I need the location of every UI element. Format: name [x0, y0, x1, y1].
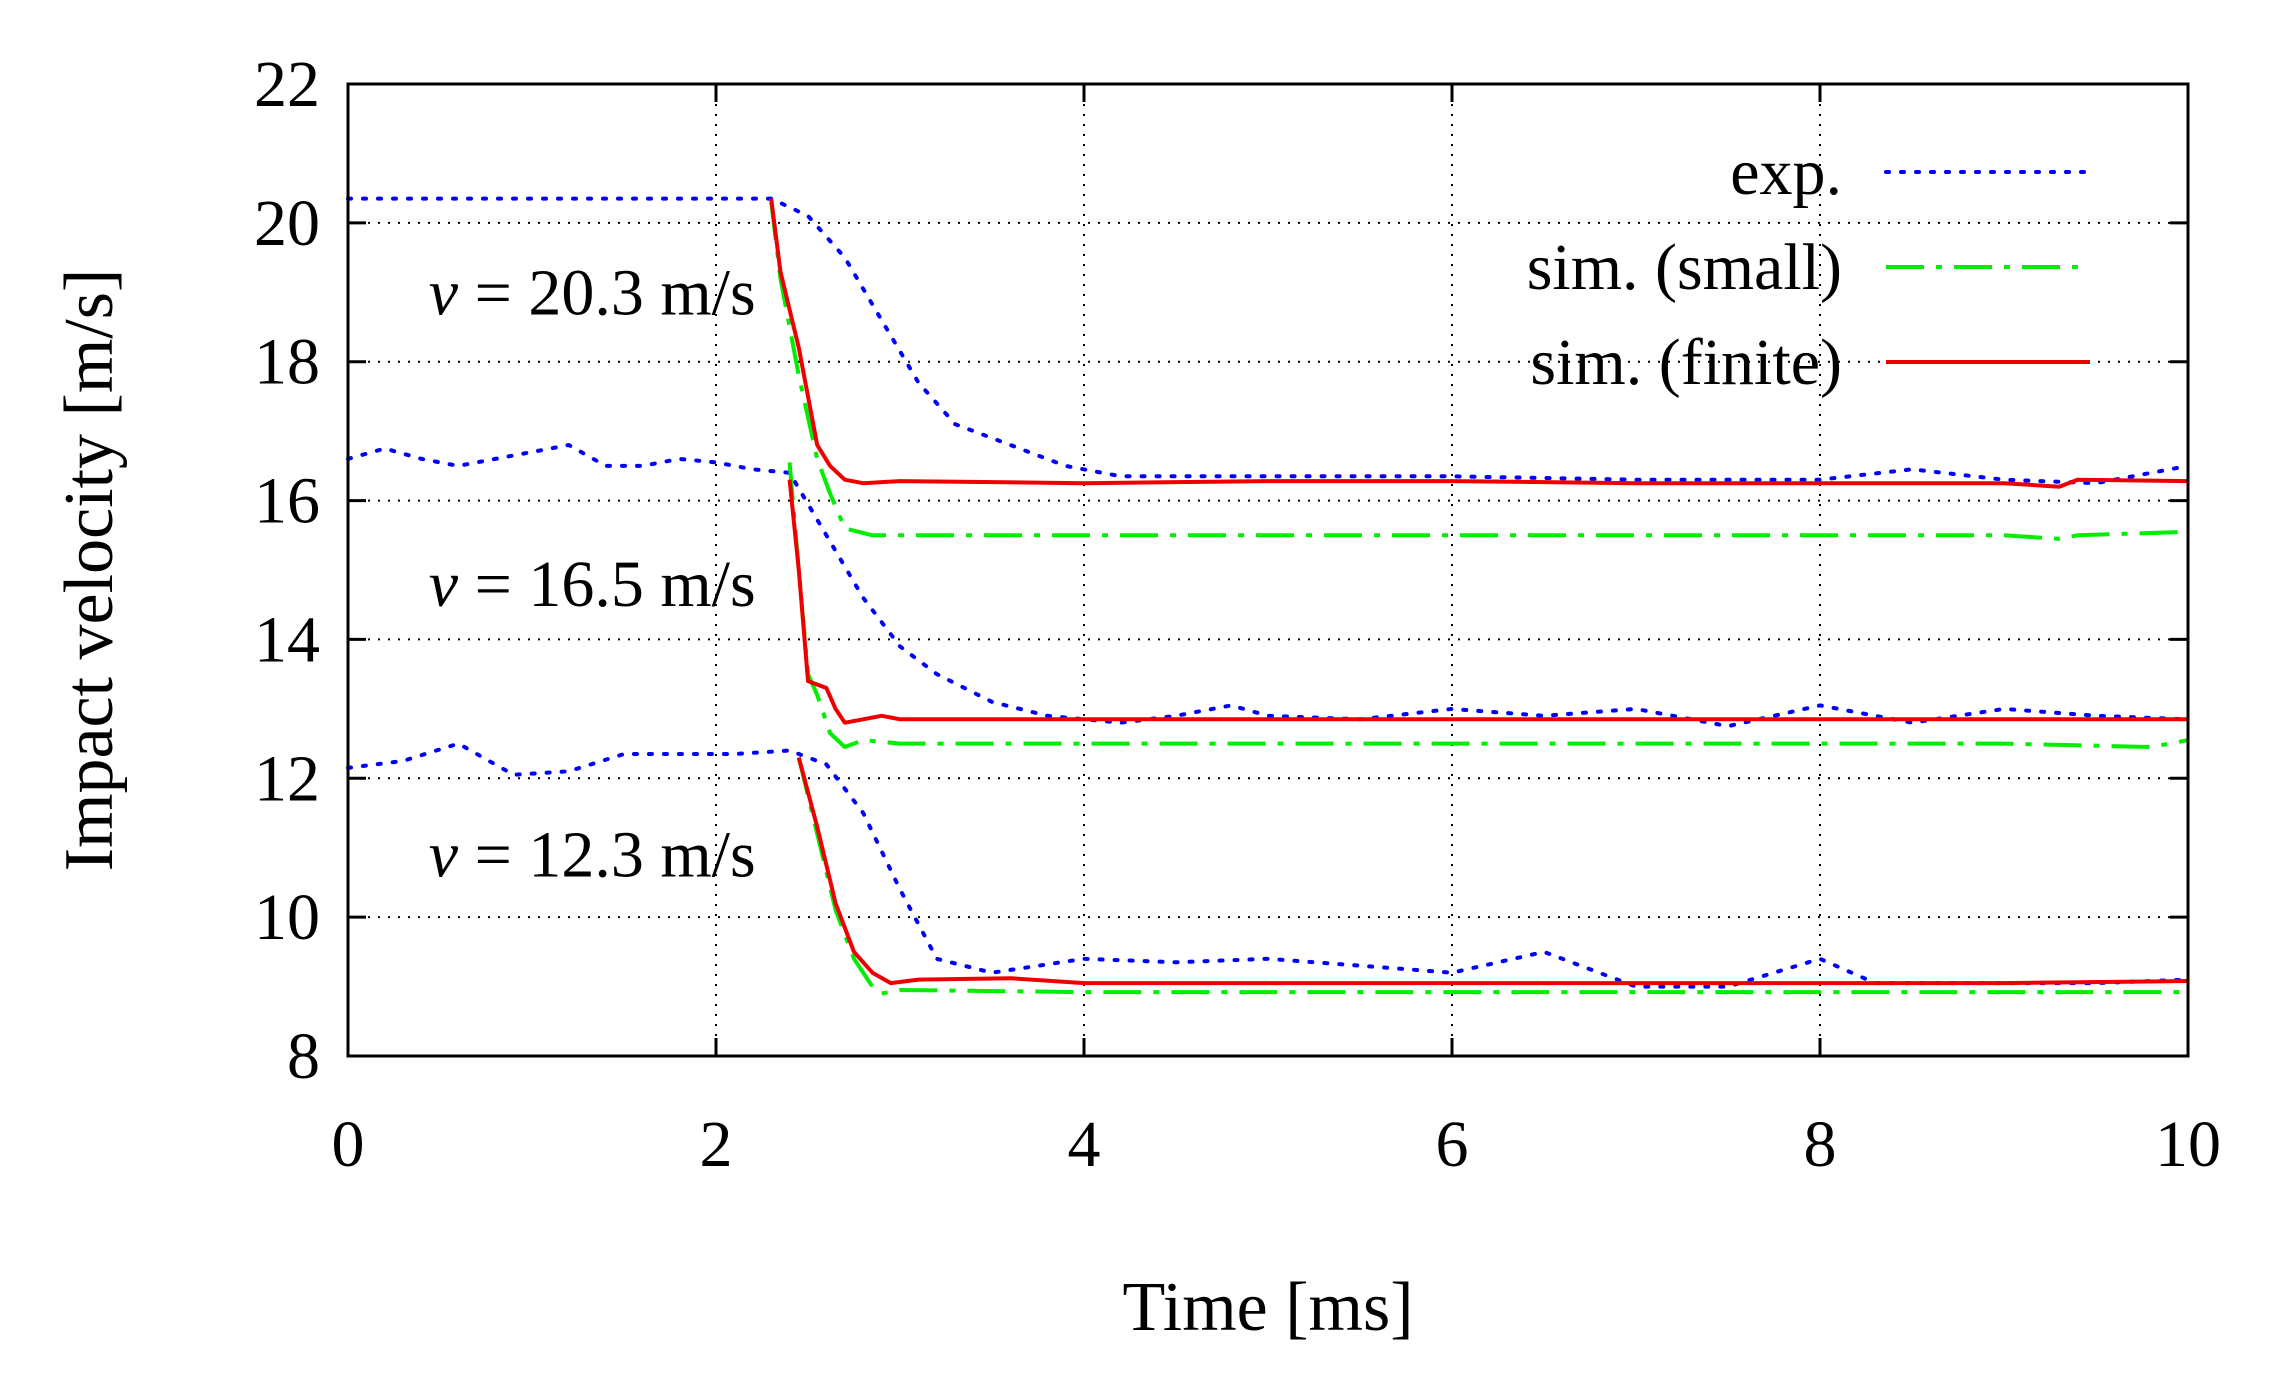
- x-tick-label-3: 6: [1436, 1108, 1469, 1181]
- y-tick-label-3: 14: [254, 603, 320, 676]
- velocity-annotation-1: v = 16.5 m/s: [429, 548, 756, 621]
- x-tick-label-5: 10: [2155, 1108, 2221, 1181]
- y-tick-label-5: 18: [254, 326, 320, 399]
- velocity-value: = 20.3 m/s: [458, 256, 756, 329]
- legend-label-sim-small: sim. (small): [1527, 231, 1842, 304]
- legend-label-sim-finite: sim. (finite): [1530, 326, 1842, 399]
- y-tick-label-0: 8: [287, 1020, 320, 1093]
- y-axis-title: Impact velocity [m/s]: [51, 269, 128, 872]
- series-exp-12-3: [346, 741, 2190, 989]
- series-exp-20-3: [346, 196, 2190, 486]
- x-tick-label-2: 4: [1068, 1108, 1101, 1181]
- velocity-symbol: v: [429, 256, 459, 329]
- annotations: v = 20.3 m/sv = 16.5 m/sv = 12.3 m/s: [429, 256, 756, 891]
- velocity-symbol: v: [429, 548, 459, 621]
- y-tick-label-1: 10: [254, 881, 320, 954]
- velocity-annotation-0: v = 20.3 m/s: [429, 256, 756, 329]
- plot-frame: [346, 82, 2190, 1058]
- velocity-value: = 16.5 m/s: [458, 548, 756, 621]
- velocity-value: = 12.3 m/s: [458, 819, 756, 892]
- legend: exp. sim. (small) sim. (finite): [1527, 136, 2092, 399]
- y-tick-label-4: 16: [254, 465, 320, 538]
- grid-lines: [348, 84, 2188, 1056]
- series-sim-small-12-3: [796, 757, 2188, 996]
- y-tick-label-7: 22: [254, 48, 320, 121]
- x-tick-label-0: 0: [332, 1108, 365, 1181]
- legend-label-exp: exp.: [1730, 136, 1842, 209]
- x-axis-title: Time [ms]: [1122, 1269, 1413, 1346]
- velocity-symbol: v: [429, 819, 459, 892]
- axis-ticks: 8 10 12 14 16 18 20 22 0 2 4 6 8 10: [254, 48, 2221, 1181]
- series-sim-finite-20-3: [769, 198, 2189, 489]
- series-exp-16-5: [346, 443, 2190, 729]
- x-tick-label-4: 8: [1804, 1108, 1837, 1181]
- y-tick-label-2: 12: [254, 742, 320, 815]
- series-sim-finite-16-5: [787, 479, 2188, 725]
- y-tick-label-6: 20: [254, 187, 320, 260]
- data-series: [346, 196, 2190, 996]
- series-sim-finite-12-3: [796, 756, 2189, 986]
- velocity-annotation-2: v = 12.3 m/s: [429, 819, 756, 892]
- series-sim-small-20-3: [769, 201, 2189, 541]
- x-tick-label-1: 2: [700, 1108, 733, 1181]
